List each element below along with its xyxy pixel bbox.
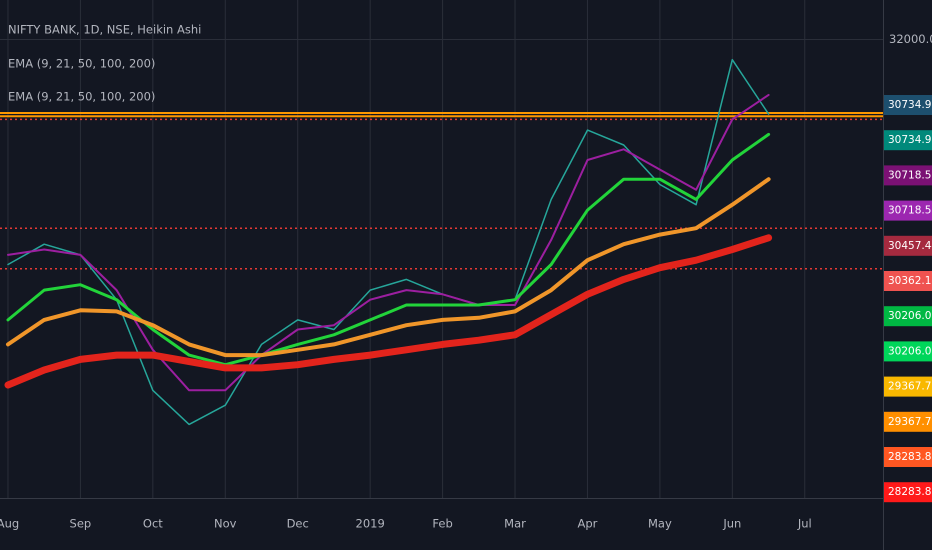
plot-area [0,58,883,426]
price-label-box [884,200,932,221]
x-tick-label: 2019 [356,517,385,531]
indicator-label: EMA (9, 21, 50, 100, 200) [8,90,155,104]
x-tick-label: Nov [214,517,237,531]
x-tick-label: Sep [70,517,92,531]
x-tick-label: Feb [432,517,452,531]
price-label-box [884,95,932,115]
series-line [7,58,770,426]
series-line [4,234,773,389]
price-label-box [884,235,932,256]
y-tick-label: 32000.00 [889,32,932,46]
price-label: 28283.86 [888,486,932,498]
price-label: 30734.96 [888,134,932,146]
x-tick-label: May [648,517,672,531]
price-label: 30206.08 [888,345,932,357]
price-label-box [884,130,932,151]
price-label-box [884,271,932,291]
price-label-box [884,306,932,327]
price-label-box [884,165,932,186]
x-tick-label: Oct [143,517,163,531]
price-label: 30718.56 [888,205,932,217]
price-label-box [884,482,932,503]
x-tick-label: Mar [504,517,526,531]
chart-title: NIFTY BANK, 1D, NSE, Heikin Ashi [8,23,201,37]
price-label-box [884,341,932,362]
indicator-label: EMA (9, 21, 50, 100, 200) [8,57,155,71]
price-label: 29367.76 [888,381,932,393]
x-tick-label: Apr [578,517,598,531]
price-label-box [884,411,932,432]
price-label-box [884,447,932,467]
price-label: 29367.76 [888,416,932,428]
price-label: 30718.56 [888,169,932,181]
price-label: 30457.44 [888,240,932,252]
x-tick-label: Aug [0,517,19,531]
price-label: 30734.96 [888,99,932,111]
price-label: 30362.10 [888,275,932,287]
series-line [6,177,771,358]
series-line [6,132,771,367]
x-tick-label: Jul [797,517,812,531]
axes: Aug Sep Oct Nov Dec 2019 Feb Mar Apr May Jun Jul 320… [0,32,932,531]
price-label: 30206.08 [888,310,932,322]
x-tick-label: Dec [287,517,309,531]
price-label-box [884,376,932,397]
price-label: 28283.86 [888,451,932,463]
x-tick-label: Jun [722,517,741,531]
